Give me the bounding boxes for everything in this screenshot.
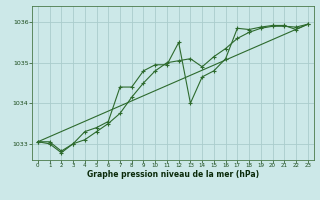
X-axis label: Graphe pression niveau de la mer (hPa): Graphe pression niveau de la mer (hPa) [87,170,259,179]
